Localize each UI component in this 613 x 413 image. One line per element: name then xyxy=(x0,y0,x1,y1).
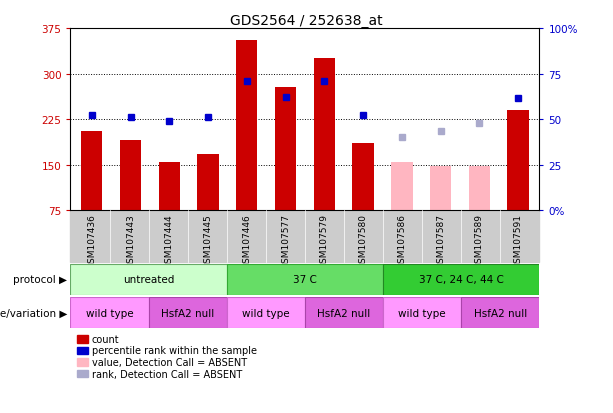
Bar xyxy=(70,297,149,328)
Text: GDS2564 / 252638_at: GDS2564 / 252638_at xyxy=(230,14,383,28)
Bar xyxy=(462,297,539,328)
Bar xyxy=(159,162,180,211)
Text: protocol ▶: protocol ▶ xyxy=(13,275,67,285)
Bar xyxy=(227,264,383,295)
Bar xyxy=(70,264,227,295)
Text: HsfA2 null: HsfA2 null xyxy=(474,308,527,318)
Text: 37 C, 24 C, 44 C: 37 C, 24 C, 44 C xyxy=(419,275,504,285)
Text: genotype/variation ▶: genotype/variation ▶ xyxy=(0,308,67,318)
Bar xyxy=(81,132,102,211)
Bar xyxy=(352,144,374,211)
Bar xyxy=(305,297,383,328)
Bar xyxy=(383,264,539,295)
Text: percentile rank within the sample: percentile rank within the sample xyxy=(92,346,257,356)
Text: wild type: wild type xyxy=(86,308,134,318)
Text: HsfA2 null: HsfA2 null xyxy=(161,308,215,318)
Text: rank, Detection Call = ABSENT: rank, Detection Call = ABSENT xyxy=(92,369,242,379)
Text: wild type: wild type xyxy=(398,308,446,318)
Text: HsfA2 null: HsfA2 null xyxy=(318,308,371,318)
Bar xyxy=(236,41,257,211)
Text: 37 C: 37 C xyxy=(293,275,317,285)
Bar xyxy=(508,111,529,211)
Bar xyxy=(197,154,219,211)
Bar xyxy=(149,297,227,328)
Bar xyxy=(275,88,296,211)
Bar xyxy=(469,166,490,211)
Bar xyxy=(227,297,305,328)
Text: value, Detection Call = ABSENT: value, Detection Call = ABSENT xyxy=(92,357,247,367)
Text: untreated: untreated xyxy=(123,275,174,285)
Bar xyxy=(430,166,451,211)
Bar xyxy=(314,59,335,211)
Text: count: count xyxy=(92,334,120,344)
Bar xyxy=(383,297,462,328)
Bar xyxy=(120,141,141,211)
Bar xyxy=(391,162,413,211)
Text: wild type: wild type xyxy=(242,308,290,318)
